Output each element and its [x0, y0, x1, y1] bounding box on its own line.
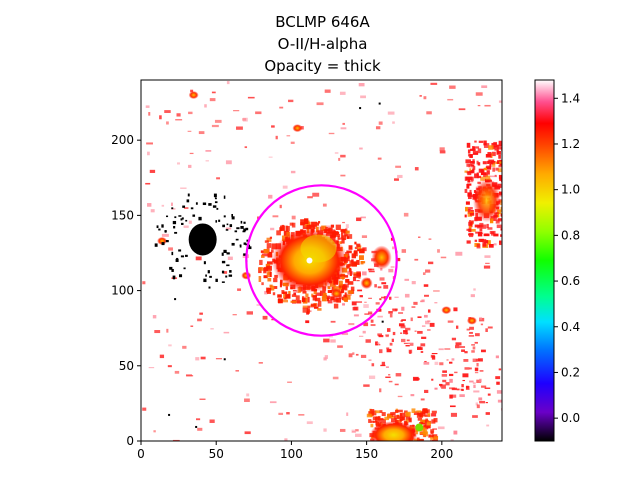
colorbar-tick-label: 0.4 [561, 320, 580, 334]
x-tick-label: 50 [209, 447, 224, 461]
y-tick-label: 200 [111, 133, 134, 147]
aperture-circle [245, 184, 398, 337]
colorbar-tick-label: 0.0 [561, 411, 580, 425]
colorbar-tick-label: 0.8 [561, 228, 580, 242]
colorbar-tick-label: 1.2 [561, 137, 580, 151]
y-tick-label: 150 [111, 208, 134, 222]
y-tick-label: 50 [119, 359, 134, 373]
y-tick-label: 0 [126, 434, 134, 448]
colorbar-tick-label: 1.4 [561, 91, 580, 105]
chart-title-line-1: BCLMP 646A [275, 13, 370, 31]
chart-title-line-2: O-II/H-alpha [277, 35, 368, 53]
plot-frame [140, 79, 503, 442]
colorbar-tick-label: 0.2 [561, 365, 580, 379]
y-tick-label: 100 [111, 284, 134, 298]
x-tick-label: 0 [137, 447, 145, 461]
chart-title-line-3: Opacity = thick [264, 57, 381, 75]
x-tick-label: 200 [430, 447, 453, 461]
colorbar-tick-label: 1.0 [561, 183, 580, 197]
colorbar-tick-label: 0.6 [561, 274, 580, 288]
y-axis: 0 50 100 150 200 [111, 133, 141, 448]
heatmap-image [142, 80, 502, 441]
x-tick-label: 150 [355, 447, 378, 461]
x-tick-label: 100 [280, 447, 303, 461]
colorbar-axis: 0.0 0.2 0.4 0.6 0.8 1.0 1.2 1.4 [554, 91, 580, 425]
x-axis: 0 50 100 150 200 [137, 441, 453, 461]
colorbar [534, 79, 555, 442]
